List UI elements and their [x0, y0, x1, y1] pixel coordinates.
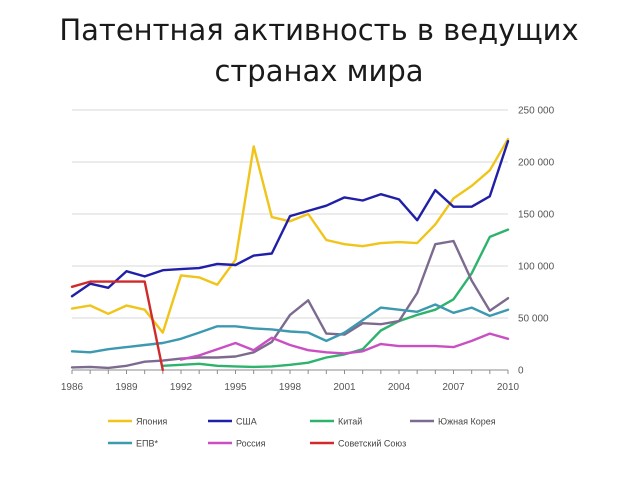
- x-tick-label: 2001: [333, 382, 356, 393]
- legend-label: Южная Корея: [438, 417, 496, 427]
- x-tick-label: 2007: [442, 382, 465, 393]
- y-tick-label: 50 000: [518, 314, 549, 325]
- legend-item: Россия: [208, 439, 266, 449]
- x-tick-label: 1986: [61, 382, 84, 393]
- legend-label: ЕПВ*: [136, 439, 158, 449]
- x-axis: 1986 1989 1992 1995 1998 2001 2004 2007 2010: [61, 369, 520, 393]
- legend-label: Япония: [136, 417, 167, 427]
- x-tick-label: 1998: [279, 382, 302, 393]
- y-tick-label: 100 000: [518, 262, 555, 273]
- legend-label: Китай: [338, 417, 362, 427]
- legend: Япония США Китай Южная Корея ЕПВ* Россия Совет…: [108, 417, 496, 449]
- x-tick-label: 2004: [388, 382, 411, 393]
- series-line: [179, 332, 510, 361]
- legend-item: ЕПВ*: [108, 439, 158, 449]
- x-tick-label: 2010: [497, 382, 520, 393]
- legend-label: Советский Союз: [338, 439, 406, 449]
- slide-title: Патентная активность в ведущих странах м…: [59, 13, 579, 88]
- y-tick-label: 0: [518, 366, 524, 377]
- x-tick-label: 1989: [115, 382, 138, 393]
- series-line: [70, 140, 510, 298]
- series-line: [70, 239, 510, 370]
- legend-label: США: [236, 417, 257, 427]
- y-tick-label: 200 000: [518, 158, 555, 169]
- y-tick-label: 150 000: [518, 210, 555, 221]
- series-line: [70, 137, 510, 334]
- legend-item: Советский Союз: [310, 439, 406, 449]
- y-axis-ticks: 0 50 000 100 000 150 000 200 000 250 000: [518, 106, 555, 377]
- x-tick-label: 1995: [224, 382, 247, 393]
- legend-item: США: [208, 417, 257, 427]
- series-line: [70, 280, 164, 372]
- legend-item: Китай: [310, 417, 362, 427]
- x-tick-label: 1992: [170, 382, 193, 393]
- y-tick-label: 250 000: [518, 106, 555, 117]
- series-line: [161, 228, 510, 369]
- legend-item: Япония: [108, 417, 167, 427]
- series-line: [70, 303, 510, 354]
- series-lines: [70, 137, 510, 372]
- legend-label: Россия: [236, 439, 266, 449]
- gridlines: [72, 109, 508, 319]
- legend-item: Южная Корея: [410, 417, 496, 427]
